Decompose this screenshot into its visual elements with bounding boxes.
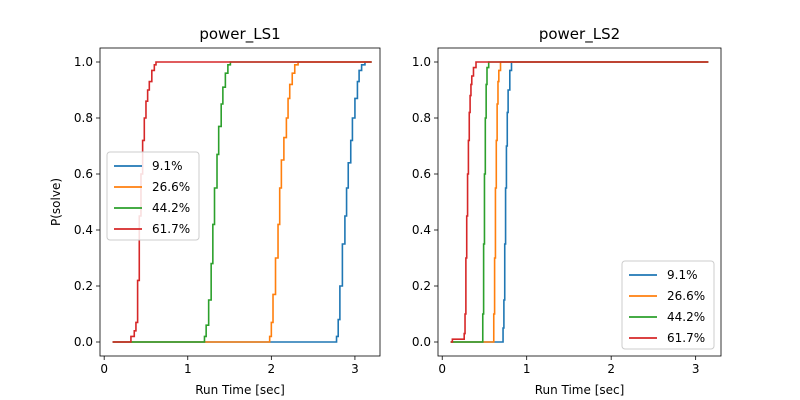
x-tick-label: 2 (268, 362, 276, 376)
chart-title: power_LS2 (539, 25, 620, 44)
axes-frame (437, 47, 722, 357)
x-tick-label: 2 (607, 362, 615, 376)
series-line-3 (112, 61, 372, 343)
legend-label-1: 9.1% (152, 159, 183, 173)
legend-label-3: 44.2% (667, 310, 705, 324)
x-axis-label: Run Time [sec] (535, 383, 625, 397)
series-line-1 (450, 61, 709, 343)
y-tick-label: 0.4 (412, 223, 431, 237)
chart-panel-1: 0 1 2 3 0.0 0.2 0.4 0.6 0.8 1.0 power_LS1 Run Time … (49, 25, 381, 397)
y-tick-label: 0.0 (74, 335, 93, 349)
legend-label-4: 61.7% (152, 222, 190, 236)
series-line-1 (112, 61, 372, 343)
x-tick-label: 3 (351, 362, 359, 376)
series-line-4 (112, 61, 372, 343)
legend: 9.1% 26.6% 44.2% 61.7% (621, 260, 715, 350)
series-line-2 (450, 61, 709, 343)
axes-frame (99, 47, 381, 357)
y-tick-label: 1.0 (74, 55, 93, 69)
chart-title: power_LS1 (199, 25, 280, 44)
y-tick-label: 0.2 (412, 279, 431, 293)
legend-label-4: 61.7% (667, 331, 705, 345)
x-tick-label: 1 (523, 362, 531, 376)
y-tick-label: 0.8 (74, 111, 93, 125)
y-tick-label: 0.6 (412, 167, 431, 181)
y-axis-label: P(solve) (49, 178, 63, 226)
legend-label-1: 9.1% (667, 268, 698, 282)
y-tick-label: 0.8 (412, 111, 431, 125)
legend: 9.1% 26.6% 44.2% 61.7% (106, 151, 200, 241)
legend-label-2: 26.6% (152, 180, 190, 194)
x-tick-label: 3 (692, 362, 700, 376)
series-line-4 (450, 61, 709, 343)
x-tick-label: 0 (100, 362, 108, 376)
y-tick-label: 0.2 (74, 279, 93, 293)
x-tick-label: 1 (184, 362, 192, 376)
chart-panel-2: 0 1 2 3 0.0 0.2 0.4 0.6 0.8 1.0 power_LS2 Run Time … (412, 25, 722, 397)
x-tick-label: 0 (438, 362, 446, 376)
series-line-2 (112, 61, 372, 343)
y-tick-label: 0.0 (412, 335, 431, 349)
legend-label-2: 26.6% (667, 289, 705, 303)
x-axis-label: Run Time [sec] (195, 383, 285, 397)
y-tick-label: 1.0 (412, 55, 431, 69)
legend-label-3: 44.2% (152, 201, 190, 215)
series-line-3 (450, 61, 709, 343)
legend-box (621, 260, 715, 350)
y-tick-label: 0.6 (74, 167, 93, 181)
y-tick-label: 0.4 (74, 223, 93, 237)
legend-box (106, 151, 200, 241)
